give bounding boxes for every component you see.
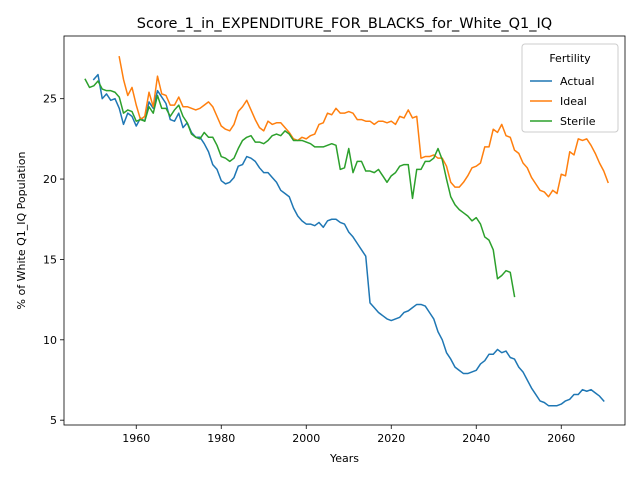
- legend-box: [521, 43, 619, 133]
- series-line-ideal: [118, 56, 609, 198]
- series-layer: [84, 56, 609, 407]
- legend-title: Fertility: [549, 52, 591, 65]
- x-tick-label: 2020: [377, 432, 405, 445]
- x-tick-label: 2040: [462, 432, 490, 445]
- x-tick-label: 1960: [122, 432, 150, 445]
- series-line-sterile: [84, 78, 516, 298]
- plot-frame: [63, 35, 626, 426]
- axes-layer: 1960 1980 2000 2020 2040 2060 5 10 15 20 25: [43, 35, 626, 445]
- series-line-actual: [92, 73, 605, 407]
- y-tick-label: 10: [43, 334, 57, 347]
- y-tick-label: 25: [43, 93, 57, 106]
- y-tick-label: 15: [43, 253, 57, 266]
- legend-label-actual: Actual: [560, 75, 594, 88]
- legend-label-ideal: Ideal: [560, 95, 587, 108]
- legend-label-sterile: Sterile: [560, 115, 596, 128]
- x-tick-label: 2000: [292, 432, 320, 445]
- x-tick-label: 2060: [547, 432, 575, 445]
- x-tick-label: 1980: [207, 432, 235, 445]
- y-axis-label: % of White Q1_IQ Population: [15, 152, 28, 310]
- legend-items: Actual Ideal Sterile: [530, 75, 596, 128]
- y-tick-label: 20: [43, 173, 57, 186]
- x-axis-label: Years: [329, 452, 359, 465]
- y-tick-label: 5: [50, 414, 57, 427]
- legend: Fertility Actual Ideal Sterile: [521, 43, 619, 133]
- chart-title: Score_1_in_EXPENDITURE_FOR_BLACKS_for_Wh…: [137, 16, 552, 32]
